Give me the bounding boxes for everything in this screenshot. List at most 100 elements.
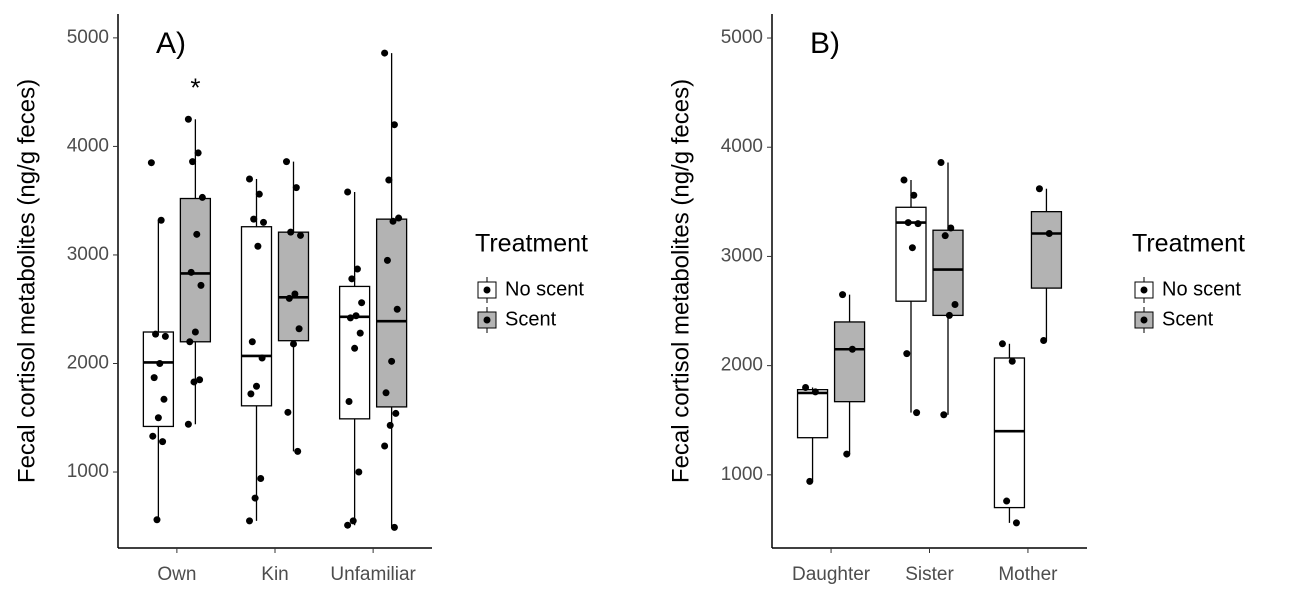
point (356, 329, 364, 337)
point (937, 159, 945, 167)
box (796, 389, 829, 439)
point (283, 158, 290, 166)
point (253, 382, 260, 390)
point (1040, 337, 1048, 345)
point (197, 281, 205, 289)
point (998, 340, 1006, 348)
x-tick-label: Mother (998, 564, 1058, 585)
point (246, 175, 253, 183)
point (250, 215, 258, 223)
point (153, 516, 161, 524)
point (358, 299, 366, 307)
point (346, 314, 354, 322)
point (941, 232, 949, 240)
point (194, 149, 202, 157)
y-axis-label: Fecal cortisol metabolites (ng/g feces) (13, 79, 40, 483)
point (297, 231, 304, 239)
point (285, 294, 293, 302)
point (392, 409, 400, 417)
point (345, 397, 353, 405)
box (932, 229, 964, 317)
point (257, 475, 265, 483)
point (904, 219, 912, 227)
y-axis-label: Fecal cortisol metabolites (ng/g feces) (667, 79, 694, 483)
point (385, 176, 393, 184)
point (903, 350, 911, 358)
point (908, 244, 916, 252)
box (240, 226, 273, 407)
point (947, 224, 955, 232)
point (913, 409, 921, 417)
point (381, 442, 389, 450)
y-tick-label: 5000 (67, 27, 109, 48)
legend-label: No scent (505, 278, 584, 300)
point (344, 188, 352, 196)
panel-title: B) (810, 27, 840, 60)
point (1035, 185, 1043, 193)
point (1045, 229, 1053, 237)
point (291, 290, 299, 298)
point (848, 345, 856, 353)
point (352, 312, 360, 320)
box (375, 218, 408, 408)
legend-point (483, 316, 491, 324)
point (198, 193, 206, 201)
point (161, 332, 169, 340)
point (159, 438, 167, 446)
point (251, 494, 259, 502)
y-tick-label: 1000 (721, 464, 763, 485)
point (390, 121, 398, 129)
point (383, 256, 391, 264)
legend-label: Scent (1162, 308, 1214, 330)
point (355, 468, 363, 476)
y-tick-label: 5000 (721, 27, 763, 48)
y-tick-label: 4000 (67, 135, 109, 156)
legend-title: Treatment (475, 230, 588, 258)
box (277, 231, 310, 342)
annotation: * (190, 73, 200, 103)
box (338, 285, 371, 420)
point (154, 414, 162, 422)
box (142, 331, 175, 428)
point (193, 230, 201, 238)
point (1003, 497, 1011, 505)
point (190, 378, 198, 386)
y-tick-label: 3000 (67, 244, 109, 265)
point (189, 158, 197, 166)
point (247, 390, 255, 398)
panel: 1000 2000 3000 4000 5000 Daughter Sister Mother… (667, 14, 1245, 585)
panel: 1000 2000 3000 4000 5000 Own Kin Unfamiliar Feca… (13, 14, 588, 585)
point (184, 115, 192, 123)
point (191, 328, 199, 336)
point (150, 374, 158, 382)
point (381, 49, 389, 57)
point (284, 408, 292, 416)
point (287, 228, 295, 236)
point (294, 447, 302, 455)
box (1030, 211, 1063, 289)
y-tick-label: 2000 (67, 353, 109, 374)
point (184, 420, 192, 428)
point (389, 217, 397, 225)
y-tick-label: 2000 (721, 355, 763, 376)
point (388, 357, 396, 365)
legend-point (1140, 316, 1148, 324)
y-tick-label: 1000 (67, 461, 109, 482)
point (390, 523, 398, 531)
point (260, 218, 267, 226)
point (246, 517, 253, 525)
x-tick-label: Unfamiliar (330, 564, 416, 585)
point (353, 265, 361, 273)
point (806, 477, 814, 485)
point (393, 305, 401, 313)
x-tick-label: Kin (261, 564, 288, 585)
point (152, 330, 160, 338)
point (290, 340, 297, 348)
box (993, 357, 1026, 509)
point (160, 395, 168, 403)
box (179, 197, 212, 343)
point (255, 190, 263, 198)
point (811, 388, 819, 396)
